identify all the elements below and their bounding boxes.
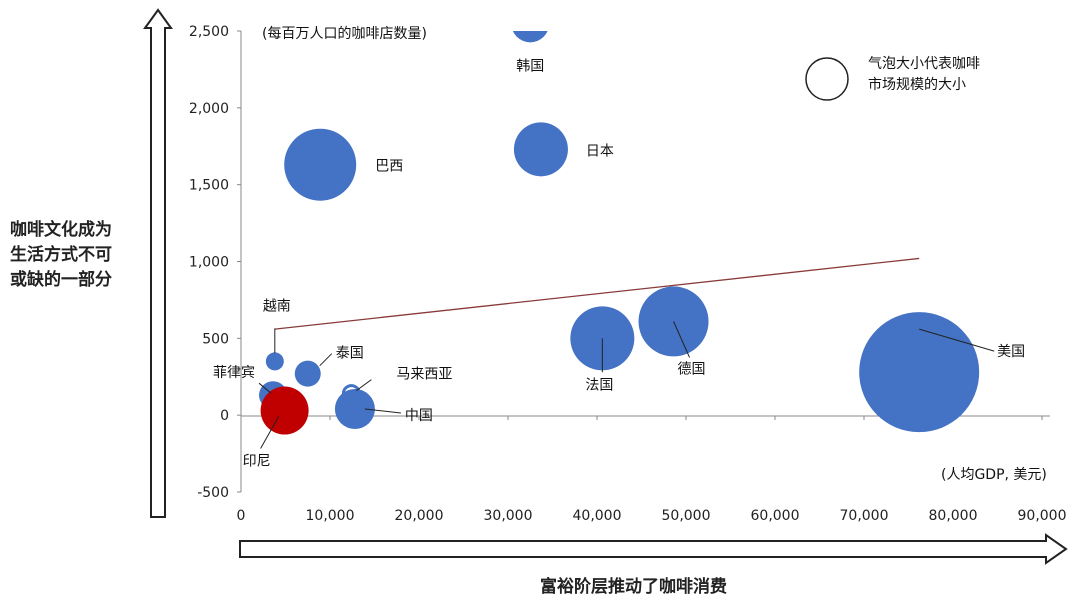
y-axis-title: 咖啡文化成为 生活方式不可 或缺的一部分 <box>10 218 140 293</box>
bubble <box>334 389 375 430</box>
y-tick-label: 1,000 <box>189 255 229 271</box>
y-axis-title-line2: 生活方式不可 <box>10 245 112 265</box>
x-tick-label: 90,000 <box>1018 508 1067 524</box>
bubble-label: 巴西 <box>375 159 403 175</box>
bubble <box>284 128 357 201</box>
leader-line <box>673 321 690 358</box>
x-tick-label: 70,000 <box>840 508 889 524</box>
y-tick-label: -500 <box>197 485 229 501</box>
bubble <box>265 352 284 371</box>
bubble-label: 菲律宾 <box>213 365 255 381</box>
x-tick-label: 30,000 <box>484 508 533 524</box>
trend-line <box>274 257 920 330</box>
leader-line <box>319 353 333 367</box>
bubble-label: 马来西亚 <box>396 367 452 383</box>
x-tick-label: 40,000 <box>573 508 622 524</box>
x-tick-label: 10,000 <box>306 508 355 524</box>
bubble-label: 越南 <box>263 298 291 314</box>
bubble-label: 中国 <box>405 408 433 424</box>
size-legend-line2: 市场规模的大小 <box>868 76 966 93</box>
y-tick-label: 0 <box>220 408 229 424</box>
y-tick-label: 500 <box>202 331 229 347</box>
x-tick-label: 50,000 <box>662 508 711 524</box>
bubble-label: 韩国 <box>516 58 544 74</box>
vertical-arrow <box>143 8 173 518</box>
y-tick-label: 1,500 <box>189 178 229 194</box>
bubble-label: 日本 <box>586 143 614 159</box>
y-note: (每百万人口的咖啡店数量) <box>262 26 427 42</box>
bubble-label: 法国 <box>585 377 613 393</box>
bubble-label: 印尼 <box>243 454 271 470</box>
y-axis-title-line3: 或缺的一部分 <box>10 270 112 290</box>
leader-line <box>356 379 372 392</box>
leader-line <box>919 328 995 352</box>
x-tick-label: 80,000 <box>929 508 978 524</box>
y-tick-label: 2,000 <box>189 101 229 117</box>
leader-line <box>260 416 280 449</box>
bubble <box>512 31 548 43</box>
size-legend-circle <box>805 57 849 101</box>
x-note: (人均GDP, 美元) <box>941 467 1047 483</box>
size-legend-line1: 气泡大小代表咖啡 <box>868 56 980 72</box>
bubble-label: 美国 <box>997 344 1025 360</box>
y-tick-label: 2,500 <box>189 24 229 40</box>
leader-line <box>364 408 401 414</box>
horizontal-arrow <box>239 533 1068 565</box>
bubble <box>260 386 309 435</box>
bubble-label: 泰国 <box>336 346 364 362</box>
bubble <box>859 312 980 433</box>
bubble <box>513 122 568 177</box>
bubble-label: 德国 <box>678 361 706 377</box>
y-axis-title-line1: 咖啡文化成为 <box>10 220 112 240</box>
x-tick-label: 60,000 <box>751 508 800 524</box>
bubble <box>294 360 321 387</box>
x-axis-title: 富裕阶层推动了咖啡消费 <box>540 577 727 597</box>
x-tick-label: 20,000 <box>395 508 444 524</box>
x-tick-label: 0 <box>237 508 246 524</box>
leader-line <box>258 382 272 394</box>
